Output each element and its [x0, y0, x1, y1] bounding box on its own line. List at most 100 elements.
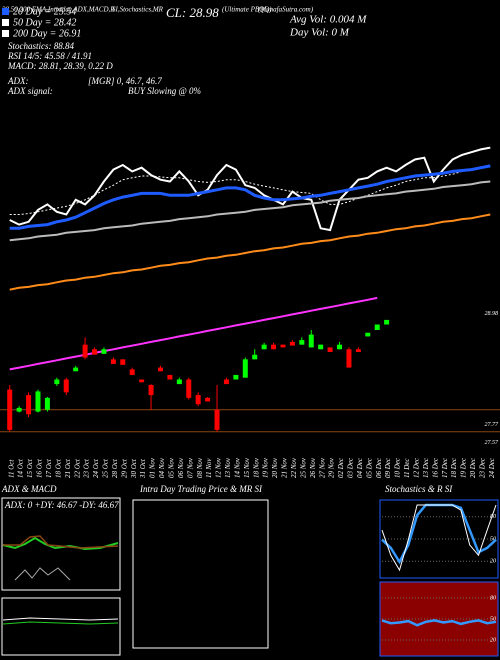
x-tick-label: 28 Oct: [111, 458, 119, 478]
header-left: 20,50,200 EMA,Intraday,ADX,MACD,R: [2, 6, 115, 14]
x-tick-label: 22 Oct: [73, 458, 81, 478]
candle-body: [223, 379, 229, 385]
candle-body: [92, 349, 98, 355]
x-tick-label: 13 Dec: [422, 457, 430, 478]
x-tick-label: 20 Nov: [271, 457, 279, 478]
line-series: [9, 165, 491, 215]
x-tick-label: 29 Oct: [120, 458, 128, 478]
x-tick-label: 22 Nov: [290, 457, 298, 478]
x-tick-label: 17 Dec: [441, 457, 449, 478]
x-tick-label: 23 Dec: [478, 457, 486, 478]
candle-body: [110, 359, 116, 364]
x-tick-label: 10 Dec: [394, 457, 402, 478]
line-series: [9, 296, 378, 371]
y-tick-label: 80: [490, 514, 496, 520]
x-tick-label: 06 Nov: [177, 457, 185, 478]
candle-body: [167, 374, 173, 380]
x-tick-label: 02 Dec: [337, 457, 345, 478]
x-tick-label: 24 Oct: [92, 458, 100, 478]
candle-body: [186, 379, 192, 398]
candle-body: [252, 354, 258, 360]
x-tick-label: 19 Nov: [262, 457, 270, 478]
x-tick-label: 18 Nov: [252, 457, 260, 478]
adx-text: ADX: 0 +DY: 46.67 -DY: 46.67: [4, 500, 119, 510]
adx-line: [3, 535, 119, 549]
panel-title: ADX & MACD: [1, 484, 57, 494]
candle-body: [139, 379, 145, 383]
candle-body: [26, 395, 32, 415]
candle-body: [176, 379, 182, 385]
candle-body: [35, 391, 41, 412]
x-tick-label: 06 Dec: [375, 457, 383, 478]
day-vol: Day Vol: 0 M: [289, 27, 350, 39]
candle-body: [355, 349, 361, 352]
candle-body: [101, 349, 107, 354]
intraday-box: [132, 499, 269, 649]
adx-signal-label: ADX signal:: [7, 86, 53, 96]
candle-body: [129, 369, 135, 375]
x-tick-label: 04 Nov: [158, 457, 166, 478]
header-site: (MunafaSutra.com): [258, 6, 314, 14]
x-tick-label: 05 Dec: [365, 457, 373, 478]
indicator-line: [381, 619, 497, 627]
x-tick-label: 13 Nov: [224, 457, 232, 478]
candle-body: [120, 359, 126, 365]
close-label: CL: 28.98: [166, 5, 219, 20]
line-series: [9, 180, 491, 242]
x-tick-label: 11 Oct: [7, 459, 15, 478]
x-tick-label: 05 Nov: [168, 457, 176, 478]
x-tick-label: 08 Nov: [196, 457, 204, 478]
candle-body: [195, 395, 201, 405]
x-tick-label: 15 Nov: [243, 457, 251, 478]
y-tick-label: 50: [490, 536, 496, 542]
candle-body: [299, 340, 305, 345]
x-tick-label: 21 Oct: [64, 458, 72, 478]
candle-body: [233, 374, 239, 380]
price-label: 27.77: [485, 422, 500, 428]
x-tick-label: 11 Dec: [403, 458, 411, 478]
adx-line: [14, 567, 71, 581]
x-tick-label: 27 Nov: [318, 457, 326, 478]
y-tick-label: 50: [490, 616, 496, 622]
x-tick-label: 14 Nov: [233, 457, 241, 478]
candle-body: [16, 407, 22, 412]
x-tick-label: 07 Nov: [186, 457, 194, 478]
macd-box: [1, 597, 121, 656]
header-ultimate: (Ultimate PBQQ): [222, 6, 272, 14]
candle-body: [261, 344, 267, 350]
legend-label: 50 Day = 28.42: [13, 17, 76, 28]
legend-swatch: [2, 19, 9, 26]
x-tick-label: 14 Oct: [17, 458, 25, 478]
candle-body: [289, 341, 295, 346]
legend-swatch: [2, 8, 9, 15]
candle-body: [44, 397, 50, 410]
x-tick-label: 16 Oct: [36, 458, 44, 478]
x-tick-label: 20 Dec: [469, 457, 477, 478]
candle-body: [327, 347, 333, 352]
candle-body: [308, 334, 314, 348]
price-label: 28.98: [485, 311, 499, 317]
x-tick-label: 25 Nov: [299, 457, 307, 478]
candle-body: [148, 385, 154, 396]
x-tick-label: 12 Nov: [215, 457, 223, 478]
y-tick-label: 20: [490, 559, 496, 565]
indicator-line: [381, 504, 497, 572]
legend-label: 20 Day = 25.54: [13, 6, 76, 17]
legend-label: 200 Day = 26.91: [13, 28, 81, 39]
avg-vol: Avg Vol: 0.004 M: [289, 14, 367, 26]
stat: MACD: 28.81, 28.39, 0.22 D: [7, 61, 113, 71]
adx-box: [1, 497, 121, 591]
panel-title: Intra Day Trading Price & MR SI: [139, 484, 263, 494]
x-tick-label: 16 Dec: [431, 457, 439, 478]
adx-value: [MGR] 0, 46.7, 46.7: [88, 76, 162, 86]
price-label: 27.57: [485, 440, 500, 446]
candle-body: [63, 379, 69, 393]
candle-body: [318, 344, 324, 350]
x-tick-label: 23 Oct: [83, 458, 91, 478]
candle-body: [54, 379, 60, 385]
x-tick-label: 18 Dec: [450, 457, 458, 478]
x-tick-label: 26 Nov: [309, 457, 317, 478]
x-tick-label: 17 Oct: [45, 458, 53, 478]
line-series: [9, 164, 491, 230]
